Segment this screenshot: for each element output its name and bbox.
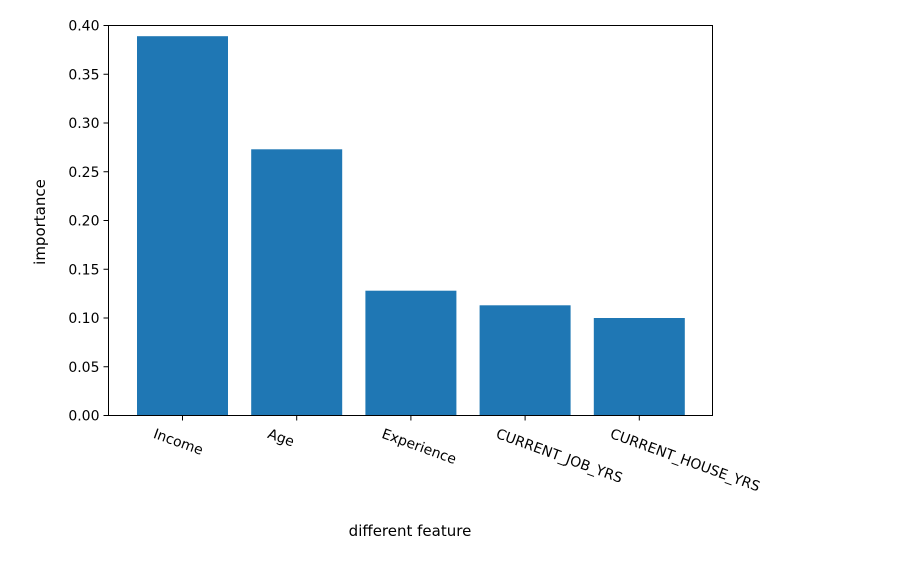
bars-group [137,36,685,416]
y-tick-label: 0.10 [68,311,99,327]
y-tick-label: 0.40 [68,19,99,35]
x-axis: Income Age Experience CURRENT_JOB_YRSCURREN… [151,415,762,495]
y-tick-label: 0.25 [68,165,99,181]
x-tick-label: CURRENT_JOB_YRS [494,426,625,487]
y-tick-label: 0.15 [68,262,99,278]
bar-current-house-yrs [593,318,685,416]
y-axis: 0.00 0.05 0.10 0.15 0.20 0.25 0.30 0.35 0.40 [68,19,109,425]
x-tick-label: Age [265,426,296,450]
y-tick-label: 0.20 [68,214,99,230]
y-tick-label: 0.00 [68,409,99,425]
y-axis-label: importance [31,179,49,265]
y-tick-label: 0.35 [68,67,99,83]
y-tick-label: 0.30 [68,116,99,132]
bar-income [137,36,228,416]
bar-current-job-yrs [479,305,571,416]
x-tick-label: Income [151,426,205,459]
bar-age [251,149,343,416]
bar-experience [365,290,457,416]
x-tick-label: Experience [380,426,459,468]
y-tick-label: 0.05 [68,360,99,376]
x-tick-label: CURRENT_HOUSE_YRS [608,426,762,495]
x-axis-label: different feature [349,522,472,540]
